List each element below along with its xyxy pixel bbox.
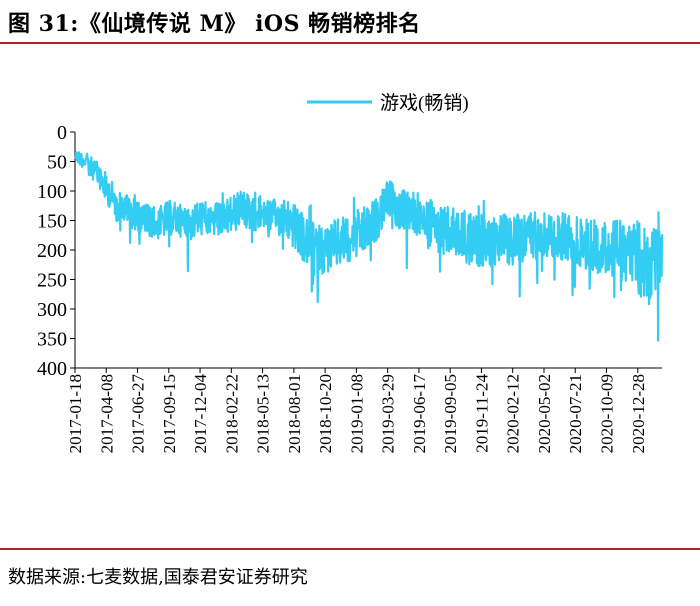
y-tick-label: 0 bbox=[57, 122, 67, 144]
legend-label: 游戏(畅销) bbox=[380, 92, 469, 114]
x-axis: 2017-01-18 2017-04-08 2017-06-27 2017-09-15… bbox=[66, 367, 662, 454]
series-layer bbox=[74, 151, 664, 342]
y-tick-label: 150 bbox=[37, 211, 67, 233]
x-tick-label: 2019-06-17 bbox=[410, 374, 429, 454]
x-tick-label: 2018-08-01 bbox=[285, 374, 304, 453]
x-tick-label: 2020-05-02 bbox=[535, 374, 554, 453]
x-tick-label: 2020-02-12 bbox=[504, 374, 523, 453]
y-tick-label: 350 bbox=[37, 329, 67, 351]
chart-title: 图 31:《仙境传说 M》 iOS 畅销榜排名 bbox=[8, 11, 421, 37]
legend: 游戏(畅销) bbox=[307, 92, 469, 114]
series-line bbox=[74, 151, 664, 342]
x-tick-label: 2017-09-15 bbox=[160, 374, 179, 453]
x-tick-label: 2020-12-28 bbox=[629, 374, 648, 453]
top-divider bbox=[0, 42, 700, 44]
y-tick-label: 100 bbox=[37, 181, 67, 203]
y-tick-label: 300 bbox=[37, 299, 67, 321]
x-tick-label: 2019-03-29 bbox=[379, 374, 398, 453]
y-tick-label: 50 bbox=[47, 152, 67, 174]
x-tick-label: 2020-10-09 bbox=[598, 374, 617, 453]
x-tick-label: 2019-09-05 bbox=[441, 374, 460, 453]
source-note: 数据来源:七麦数据,国泰君安证券研究 bbox=[8, 567, 308, 588]
y-tick-label: 250 bbox=[37, 270, 67, 292]
bottom-divider bbox=[0, 548, 700, 550]
x-tick-label: 2017-01-18 bbox=[66, 374, 85, 453]
x-tick-label: 2017-04-08 bbox=[97, 374, 116, 453]
y-tick-label: 400 bbox=[37, 358, 67, 380]
x-tick-label: 2018-02-22 bbox=[222, 374, 241, 453]
x-tick-label: 2019-11-24 bbox=[472, 374, 491, 453]
y-tick-label: 200 bbox=[37, 240, 67, 262]
x-tick-label: 2018-10-20 bbox=[316, 374, 335, 453]
x-tick-label: 2017-12-04 bbox=[191, 374, 210, 454]
y-axis: 0 50 100 150 200 250 300 350 400 bbox=[37, 122, 76, 380]
x-tick-label: 2020-07-21 bbox=[566, 374, 585, 453]
x-tick-label: 2017-06-27 bbox=[129, 374, 148, 454]
x-tick-label: 2018-05-13 bbox=[254, 374, 273, 453]
x-tick-label: 2019-01-08 bbox=[347, 374, 366, 453]
